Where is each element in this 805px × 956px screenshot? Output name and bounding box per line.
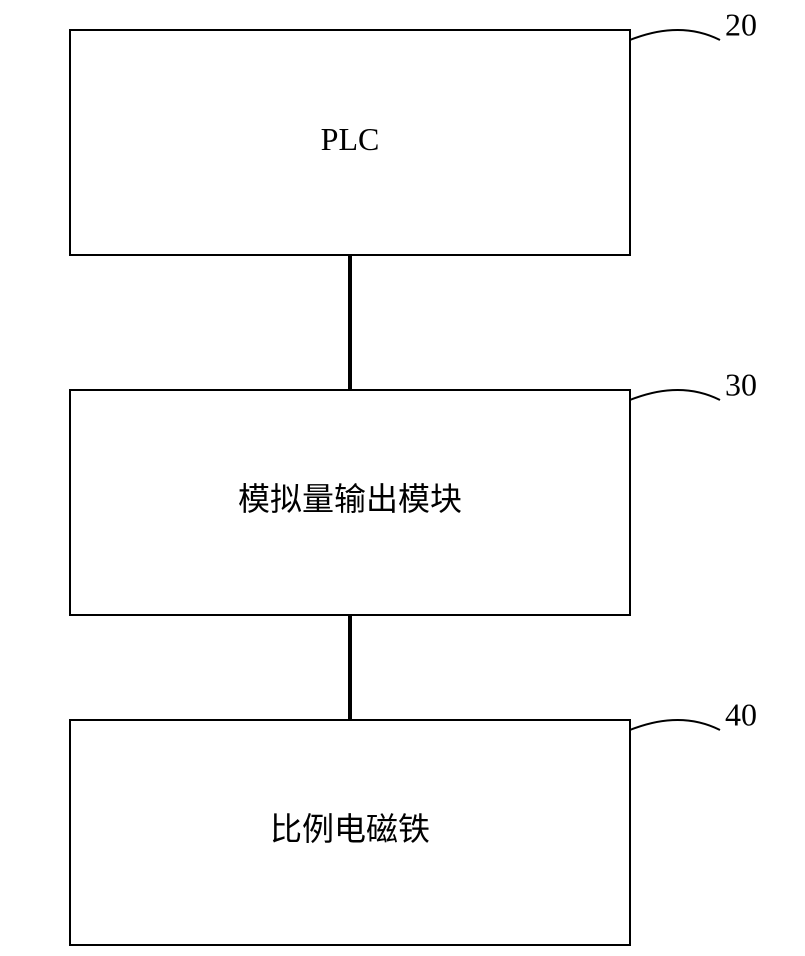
node-analog: 模拟量输出模块 30 [70,366,757,615]
node-number-solenoid: 40 [725,696,757,732]
block-diagram: PLC 20 模拟量输出模块 30 比例电磁铁 40 [0,0,805,956]
node-solenoid: 比例电磁铁 40 [70,696,757,945]
node-label-plc: PLC [321,121,380,157]
node-label-analog: 模拟量输出模块 [238,481,462,517]
leader-line-plc [630,30,720,40]
node-number-plc: 20 [725,6,757,42]
nodes-layer: PLC 20 模拟量输出模块 30 比例电磁铁 40 [70,6,757,945]
node-number-analog: 30 [725,366,757,402]
leader-line-analog [630,390,720,400]
node-label-solenoid: 比例电磁铁 [270,811,430,847]
node-plc: PLC 20 [70,6,757,255]
leader-line-solenoid [630,720,720,730]
